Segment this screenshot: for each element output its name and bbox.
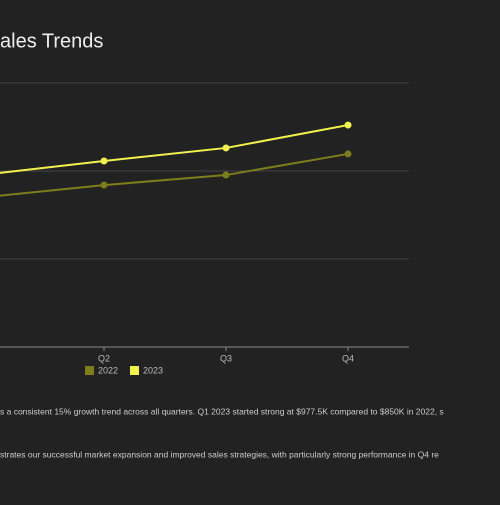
legend-label: 2023	[143, 365, 163, 375]
x-tick-label: Q2	[98, 353, 110, 363]
chart-title: ales Trends	[0, 30, 103, 52]
series-line	[0, 124, 349, 174]
data-point	[222, 171, 230, 179]
data-point	[222, 144, 230, 152]
data-point	[100, 181, 108, 189]
data-point	[344, 150, 352, 158]
legend-swatch	[130, 366, 139, 375]
x-tick-label: Q3	[220, 353, 232, 363]
legend-label: 2022	[98, 365, 118, 375]
data-point	[100, 157, 108, 165]
legend-swatch	[85, 366, 94, 375]
insight-text: s a consistent 15% growth trend across a…	[0, 406, 444, 416]
x-tick-label: Q4	[342, 353, 354, 363]
data-point	[344, 121, 352, 129]
insight-text: strates our successful market expansion …	[0, 449, 439, 459]
series-line	[0, 152, 349, 197]
